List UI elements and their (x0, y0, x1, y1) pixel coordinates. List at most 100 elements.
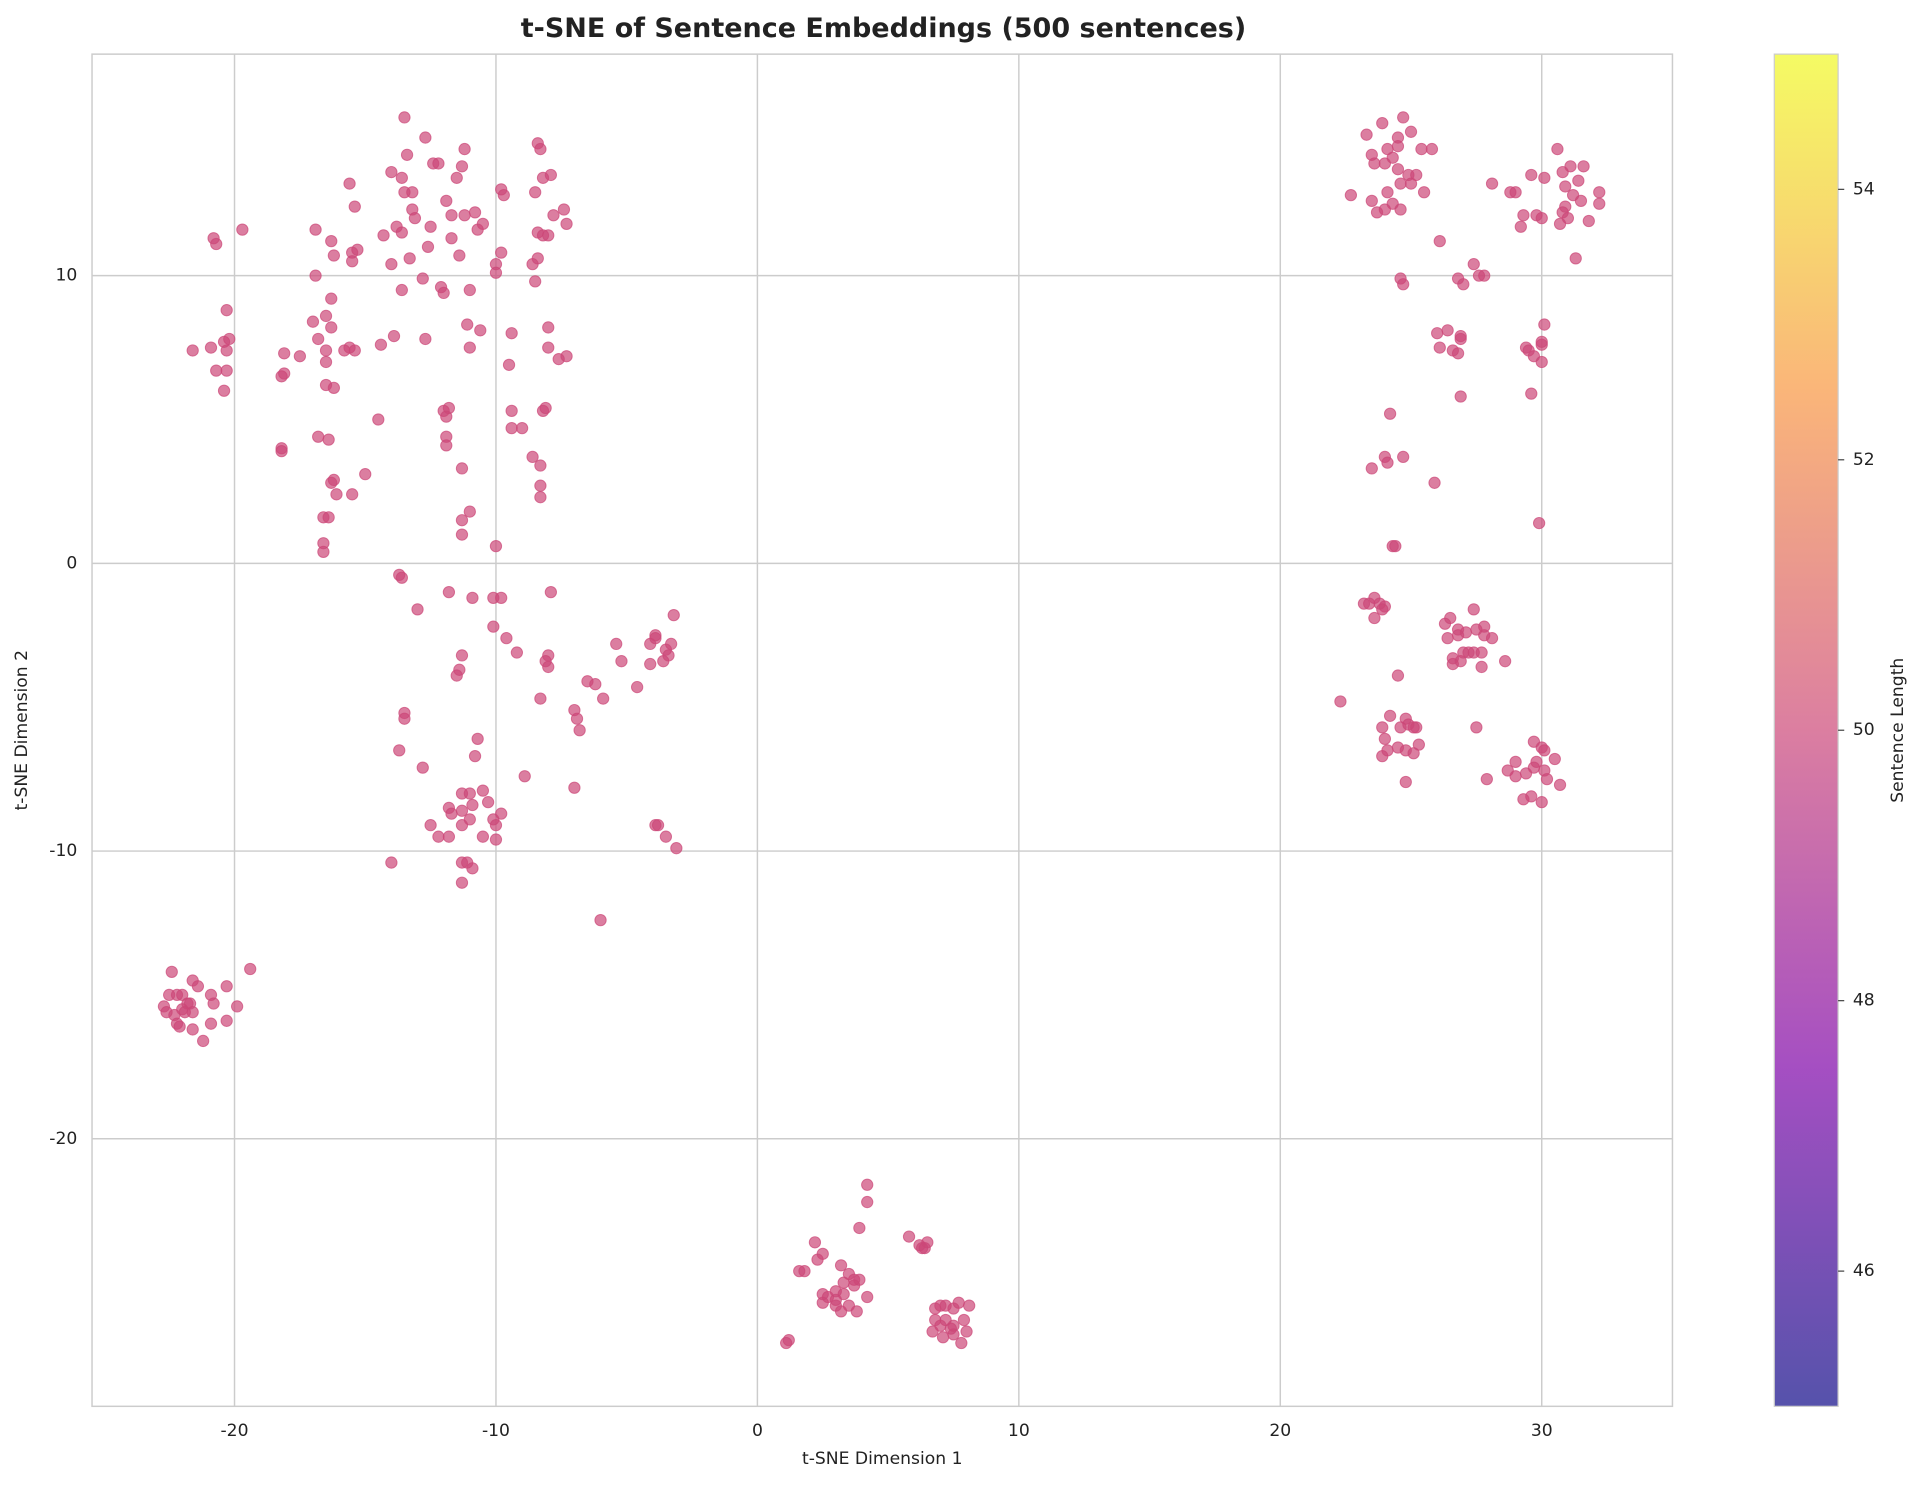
point (1538, 171, 1551, 184)
point (664, 637, 678, 651)
point (547, 209, 560, 222)
point (963, 1299, 976, 1312)
point (322, 511, 335, 524)
point (210, 237, 223, 251)
point (440, 410, 453, 423)
point (306, 315, 320, 328)
point (1454, 390, 1467, 403)
point (403, 252, 416, 265)
point (346, 488, 359, 501)
point (217, 384, 231, 397)
x-tick-label: 10 (1008, 1421, 1030, 1441)
point (1360, 128, 1373, 141)
point (312, 430, 325, 443)
point (495, 807, 508, 820)
point (1365, 462, 1378, 475)
point (432, 157, 445, 170)
point (398, 111, 411, 124)
point (780, 1336, 793, 1350)
point (458, 142, 471, 156)
point (476, 830, 490, 843)
point (204, 341, 218, 354)
point (1470, 721, 1483, 734)
point (220, 1014, 233, 1027)
y-tick-label: -20 (49, 1129, 77, 1149)
point (1540, 773, 1554, 786)
point (1514, 220, 1527, 233)
point (455, 649, 469, 662)
point (1376, 603, 1389, 616)
point (481, 796, 495, 809)
point (960, 1325, 973, 1338)
point (529, 186, 542, 199)
point (1376, 749, 1389, 763)
point (589, 678, 602, 691)
point (1525, 168, 1538, 182)
point (542, 321, 555, 334)
point (325, 235, 338, 248)
x-axis-label: t-SNE Dimension 1 (802, 1449, 963, 1469)
point (395, 226, 408, 239)
point (505, 422, 518, 435)
point (385, 258, 398, 271)
point (1593, 197, 1606, 210)
point (487, 620, 500, 633)
point (1433, 341, 1446, 354)
point (419, 131, 432, 144)
point (466, 798, 479, 812)
chart-title: t-SNE of Sentence Embeddings (500 senten… (521, 13, 1246, 44)
point (902, 1230, 916, 1243)
point (1376, 721, 1389, 734)
point (1532, 516, 1546, 530)
point (455, 876, 469, 889)
point (534, 479, 547, 492)
point (1569, 252, 1582, 265)
point (351, 243, 364, 256)
point (955, 1336, 968, 1350)
point (186, 1023, 199, 1036)
point (1553, 217, 1567, 231)
point (1404, 177, 1418, 190)
point (659, 830, 673, 843)
point (1399, 775, 1412, 789)
point (1368, 611, 1381, 625)
point (631, 680, 644, 694)
y-tick-label: 0 (66, 553, 77, 573)
point (1381, 456, 1394, 469)
point (853, 1221, 866, 1235)
point (1454, 329, 1467, 343)
point (1376, 117, 1389, 130)
point (455, 514, 469, 527)
point (944, 1322, 958, 1335)
point (445, 232, 458, 245)
y-axis-label: t-SNE Dimension 2 (12, 650, 32, 811)
point (573, 724, 586, 737)
point (1478, 629, 1491, 642)
y-tick-label: 10 (55, 266, 77, 286)
colorbar-tick-label: 50 (1853, 720, 1875, 740)
point (861, 1178, 874, 1191)
point (1564, 160, 1577, 173)
point (1431, 327, 1444, 340)
point (1509, 755, 1522, 769)
point (387, 329, 401, 343)
point (437, 286, 450, 300)
point (861, 1195, 874, 1209)
point (670, 842, 683, 855)
point (348, 200, 361, 213)
point (861, 1290, 874, 1304)
point (495, 246, 508, 259)
point (442, 585, 456, 599)
point (1485, 177, 1499, 190)
point (667, 609, 680, 622)
point (322, 433, 335, 446)
point (453, 249, 466, 262)
point (1467, 603, 1480, 616)
point (476, 217, 490, 231)
point (466, 591, 479, 605)
point (207, 997, 220, 1010)
point (560, 350, 573, 363)
point (952, 1296, 965, 1309)
point (544, 168, 557, 182)
point (393, 744, 406, 757)
